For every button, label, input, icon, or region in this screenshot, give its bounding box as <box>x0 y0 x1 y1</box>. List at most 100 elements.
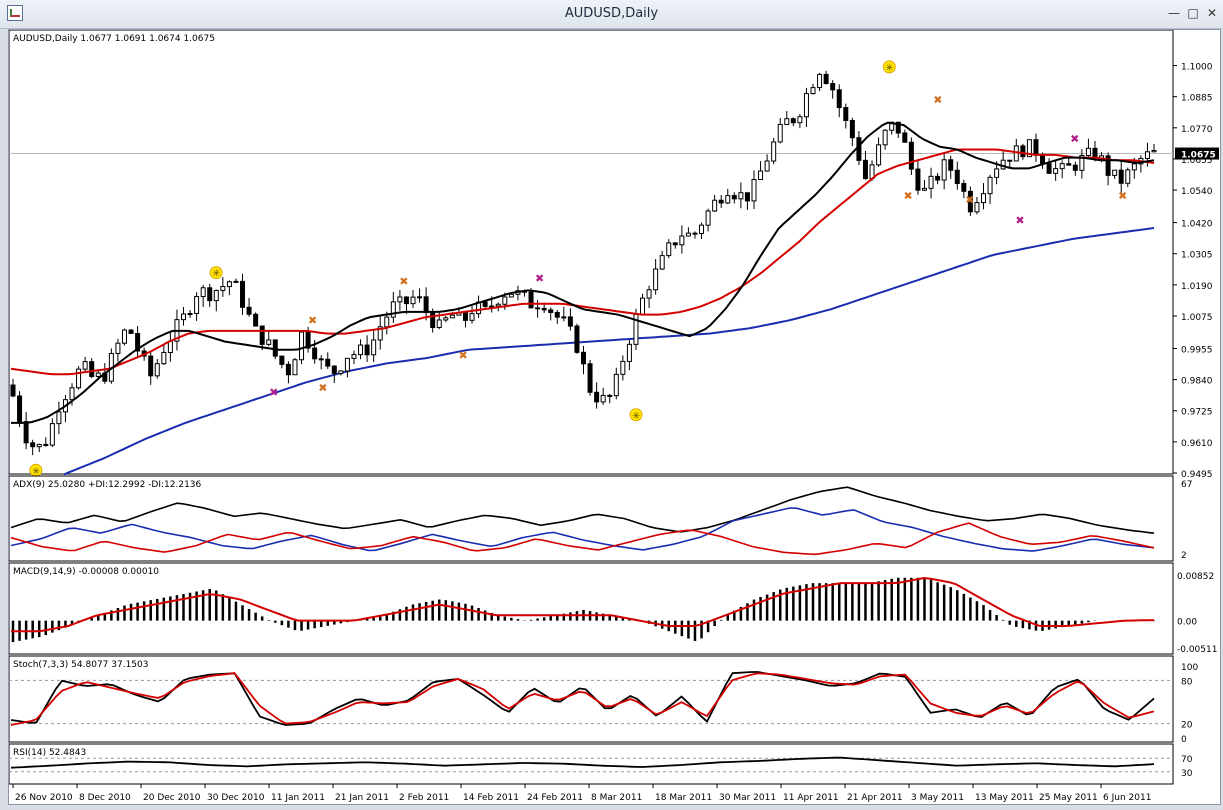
x-tick-label: 8 Dec 2010 <box>79 793 131 803</box>
x-tick-label: 11 Apr 2011 <box>783 793 839 803</box>
candle-bull <box>1079 154 1085 171</box>
x-tick-label: 30 Mar 2011 <box>719 793 776 803</box>
adx-panel-frame <box>8 475 1174 562</box>
ma-blue-line <box>63 227 1155 476</box>
candle-bull <box>640 297 646 315</box>
zigzag-marker-icon: ✖ <box>1070 133 1079 146</box>
price-tick-label: 1.1000 <box>1181 63 1213 73</box>
candle-bull <box>1059 163 1065 170</box>
candle-bear <box>528 291 534 309</box>
zigzag-marker-icon: ✖ <box>459 349 468 362</box>
price-tick-label: 1.0770 <box>1181 125 1213 135</box>
macd-tick-label: -0.00511 <box>1177 645 1217 655</box>
candle-bull <box>1144 151 1150 159</box>
x-tick-label: 30 Dec 2010 <box>207 793 265 803</box>
candle-bull <box>495 303 501 307</box>
candle-bear <box>23 421 29 444</box>
stoch-line-d <box>10 672 1155 726</box>
candle-bear <box>607 394 613 397</box>
candle-bear <box>128 329 134 334</box>
zigzag-marker-icon: ✖ <box>904 189 913 202</box>
candle-bull <box>489 305 495 308</box>
candle-bear <box>43 443 49 446</box>
adx-line-adx <box>10 486 1155 534</box>
zigzag-marker-icon: ✖ <box>318 382 327 395</box>
candle-bull <box>266 339 272 345</box>
candle-bull <box>659 255 665 270</box>
candle-bear <box>30 442 36 448</box>
candle-bull <box>344 357 350 372</box>
candle-bear <box>672 242 678 246</box>
x-tick-label: 24 Feb 2011 <box>527 793 583 803</box>
x-tick-label: 14 Feb 2011 <box>463 793 519 803</box>
candle-bull <box>436 319 442 329</box>
chart-canvas[interactable]: 1.1000 1.0885 1.0770 1.0655 1.0540 1.0420 1.03… <box>8 29 1220 804</box>
candle-bull <box>443 317 449 321</box>
candle-bull <box>613 373 619 397</box>
candle-bull <box>876 144 882 166</box>
fractal-star-icon <box>882 60 896 74</box>
candle-bear <box>285 363 291 376</box>
candle-bull <box>351 354 357 359</box>
fractal-star-icon <box>629 408 643 422</box>
candle-bear <box>744 192 750 202</box>
candle-bull <box>646 289 652 299</box>
window-title: AUDUSD,Daily <box>564 6 659 21</box>
ma-black-line <box>11 121 1155 424</box>
candle-bull <box>738 192 744 200</box>
candle-bull <box>213 289 219 302</box>
maximize-icon[interactable]: □ <box>1187 6 1199 20</box>
candle-bear <box>548 309 554 313</box>
candle-bull <box>1026 139 1032 158</box>
candle-bull <box>712 199 718 212</box>
zigzag-marker-icon: ✖ <box>933 93 942 106</box>
x-tick-label: 13 May 2011 <box>975 793 1034 803</box>
candle-bull <box>626 343 632 362</box>
candle-bull <box>921 187 927 191</box>
minimize-icon[interactable]: — <box>1168 6 1180 20</box>
candle-bull <box>36 443 42 448</box>
candle-bull <box>200 287 206 298</box>
candle-bear <box>482 301 488 307</box>
chart-window[interactable]: 1.1000 1.0885 1.0770 1.0655 1.0540 1.0420 1.03… <box>8 29 1221 805</box>
candle-bear <box>1072 164 1078 171</box>
candle-bull <box>292 359 298 376</box>
candle-bear <box>1046 163 1052 174</box>
candle-bull <box>1125 169 1131 184</box>
candle-bear <box>318 358 324 361</box>
price-tick-label: 1.0420 <box>1181 220 1213 230</box>
rsi-tick-label: 70 <box>1181 755 1193 765</box>
candle-bull <box>561 316 567 319</box>
current-price-label: 1.0675 <box>1181 151 1216 161</box>
candle-bull <box>620 360 626 375</box>
candle-bear <box>312 347 318 360</box>
candle-bear <box>1040 154 1046 165</box>
candle-bear <box>423 296 429 314</box>
candle-bear <box>17 395 23 423</box>
close-icon[interactable]: ✕ <box>1206 6 1218 20</box>
candle-bull <box>810 87 816 95</box>
candle-bull <box>679 235 685 246</box>
candle-bear <box>830 82 836 91</box>
candle-bull <box>233 280 239 283</box>
x-tick-label: 3 May 2011 <box>911 793 964 803</box>
candle-bull <box>699 224 705 234</box>
candle-bull <box>82 361 88 370</box>
price-tick-label: 0.9840 <box>1181 377 1213 387</box>
x-tick-label: 8 Mar 2011 <box>591 793 642 803</box>
candle-bull <box>600 394 606 403</box>
price-tick-label: 1.0540 <box>1181 187 1213 197</box>
rsi-panel-title: RSI(14) 52.4843 <box>13 748 86 758</box>
candle-bear <box>823 73 829 84</box>
candle-bull <box>299 331 305 361</box>
candle-bull <box>987 176 993 195</box>
candle-bull <box>508 293 514 298</box>
candle-bull <box>469 313 475 321</box>
x-tick-label: 20 Dec 2010 <box>143 793 201 803</box>
candle-bear <box>915 168 921 191</box>
candle-bear <box>581 351 586 365</box>
macd-panel-frame <box>8 562 1174 655</box>
stoch-tick-label: 20 <box>1181 721 1193 731</box>
rsi-panel-frame <box>8 743 1174 785</box>
candle-bull <box>154 363 160 377</box>
